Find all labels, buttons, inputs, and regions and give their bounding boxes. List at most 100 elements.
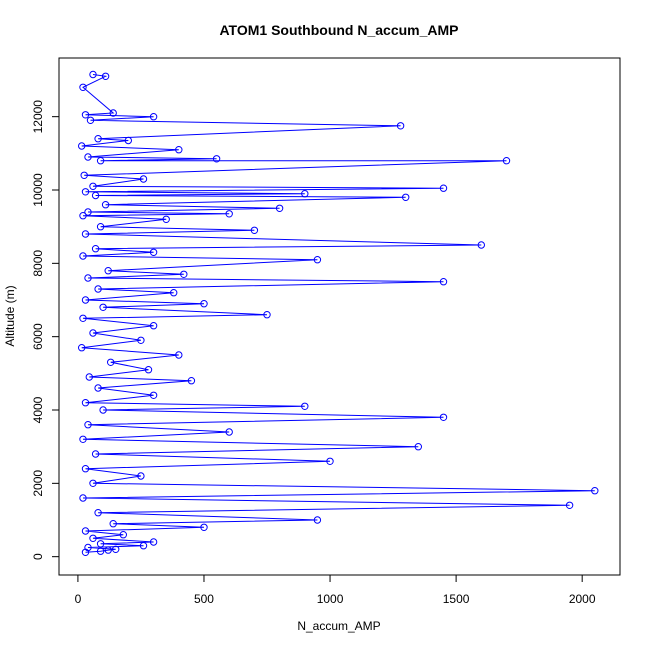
data-point	[78, 344, 86, 352]
x-axis-label: N_accum_AMP	[297, 619, 380, 633]
data-point	[79, 494, 87, 502]
data-point	[170, 289, 178, 297]
data-point	[109, 109, 117, 117]
x-tick-label: 0	[75, 592, 82, 606]
data-point	[79, 435, 87, 443]
data-point	[81, 527, 90, 535]
data-point	[275, 204, 284, 213]
data-point	[81, 548, 90, 556]
data-point	[200, 523, 208, 531]
data-point	[101, 72, 110, 81]
data-point	[91, 450, 100, 458]
data-point	[101, 201, 110, 209]
data-point	[84, 208, 92, 216]
data-point	[104, 546, 112, 554]
data-point	[81, 296, 90, 304]
data-point	[402, 193, 410, 202]
chart-title: ATOM1 Southbound N_accum_AMP	[219, 22, 458, 38]
data-point	[149, 248, 158, 257]
data-point	[119, 531, 128, 539]
data-point	[81, 399, 90, 407]
data-point	[80, 171, 88, 180]
data-point	[313, 516, 322, 524]
data-point	[96, 157, 105, 165]
data-point	[313, 256, 322, 264]
data-point	[78, 142, 86, 150]
data-point	[79, 252, 87, 260]
data-point	[81, 188, 90, 196]
data-point	[149, 322, 158, 330]
data-point	[99, 406, 107, 414]
data-point	[180, 270, 188, 278]
data-point	[477, 241, 485, 249]
data-point	[414, 443, 422, 451]
data-point	[96, 540, 105, 548]
data-point	[84, 421, 92, 429]
data-point	[79, 83, 87, 92]
y-tick-label: 8000	[31, 250, 45, 277]
data-point	[263, 311, 271, 319]
data-point	[89, 329, 97, 337]
data-point	[94, 135, 102, 143]
data-point	[175, 146, 183, 154]
data-point	[225, 210, 233, 218]
data-point	[81, 465, 90, 473]
data-point	[104, 267, 112, 275]
data-point	[89, 534, 97, 542]
data-point	[79, 212, 87, 220]
data-point	[137, 336, 145, 344]
data-point	[565, 501, 574, 509]
data-point	[144, 366, 153, 374]
data-point	[439, 184, 448, 192]
data-point	[175, 351, 183, 359]
y-tick-label: 6000	[31, 323, 45, 350]
data-point	[301, 190, 309, 198]
y-axis-label: Altitude (m)	[3, 285, 17, 346]
x-tick-label: 1500	[443, 592, 470, 606]
y-axis: 0 2000 4000 6000 8000 10000 12000	[31, 100, 60, 560]
data-point	[326, 457, 334, 465]
data-point	[91, 245, 100, 253]
data-point	[187, 377, 196, 385]
data-point	[149, 391, 158, 399]
data-point	[99, 303, 107, 311]
data-point	[94, 285, 102, 293]
data-point	[200, 300, 208, 308]
x-tick-label: 500	[194, 592, 214, 606]
data-point	[96, 547, 105, 555]
data-series	[78, 70, 599, 556]
data-point	[250, 226, 259, 235]
data-point	[94, 509, 102, 517]
data-point	[162, 215, 170, 224]
data-point	[112, 545, 120, 553]
data-point	[84, 153, 92, 161]
data-point	[149, 538, 158, 546]
data-point	[79, 314, 87, 322]
data-point	[137, 472, 145, 480]
x-tick-label: 2000	[569, 592, 596, 606]
data-point	[139, 542, 148, 550]
data-point	[81, 111, 90, 119]
data-point	[301, 402, 309, 410]
y-tick-label: 4000	[31, 396, 45, 423]
data-point	[107, 358, 115, 366]
data-point	[89, 479, 97, 487]
x-tick-label: 1000	[317, 592, 344, 606]
series-line	[81, 74, 595, 553]
data-point	[139, 175, 148, 183]
data-point	[212, 155, 221, 163]
data-point	[502, 157, 511, 165]
data-point	[81, 230, 90, 238]
data-point	[96, 223, 105, 231]
data-point	[591, 487, 599, 495]
data-point	[91, 191, 100, 200]
data-point	[124, 136, 133, 145]
data-point	[84, 274, 92, 282]
data-point	[94, 384, 102, 392]
data-point	[89, 70, 97, 79]
data-point	[439, 278, 448, 286]
data-point	[86, 116, 95, 125]
y-tick-label: 2000	[31, 470, 45, 497]
data-point	[149, 113, 158, 121]
